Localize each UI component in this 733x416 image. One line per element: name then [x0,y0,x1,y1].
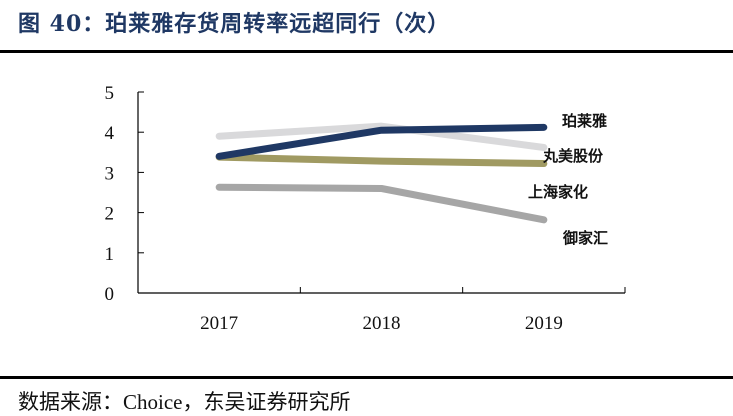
legend-label-yujiahui: 御家汇 [562,229,608,247]
y-tick-label: 5 [105,83,115,104]
series-lines [215,122,548,224]
bottom-divider [0,376,733,379]
y-tick-label: 3 [105,163,115,184]
top-divider [0,50,733,53]
y-tick-label: 2 [105,204,115,225]
y-axis: 0 1 2 3 4 5 [105,83,144,305]
series-line-1 [215,122,548,151]
y-tick-label: 4 [105,123,115,144]
x-tick-label: 2017 [200,313,238,334]
y-tick-label: 0 [105,284,115,305]
series-line-2 [215,153,548,168]
legend-label-marubi: 丸美股份 [542,147,604,165]
legend-label-proya: 珀莱雅 [562,112,607,130]
series-line-3 [215,183,548,224]
legend-label-jahwa: 上海家化 [528,183,588,201]
series-line-0 [215,123,548,160]
legend: 珀莱雅 丸美股份 上海家化 御家汇 [528,112,608,247]
x-tick-label: 2019 [525,313,563,334]
x-tick-label: 2018 [363,313,401,334]
source-note: 数据来源：Choice，东吴证券研究所 [18,390,351,414]
y-tick-label: 1 [105,244,115,265]
chart-title: 图 40：珀莱雅存货周转率远超同行（次） [18,11,451,37]
x-axis: 2017 2018 2019 [138,287,626,334]
